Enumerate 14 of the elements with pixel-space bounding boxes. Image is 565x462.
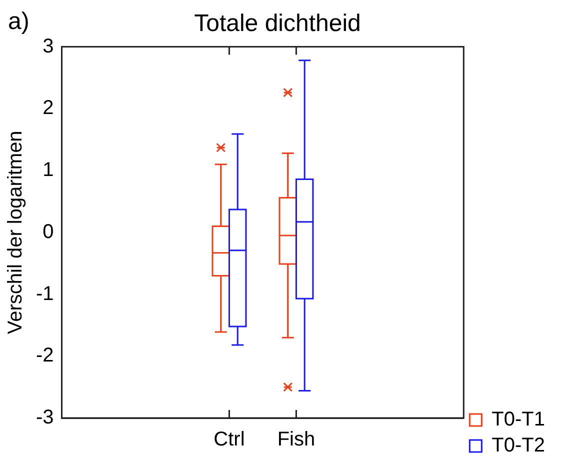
y-tick-label: -1 [36,282,54,305]
y-tick-label: 2 [42,97,54,120]
x-tick-label: Ctrl [214,428,245,451]
y-tick-label: 0 [42,220,54,243]
x-tick-label: Fish [277,428,316,451]
y-tick-label: -3 [36,406,54,429]
chart-title: Totale dichtheid [194,10,361,38]
legend-label: T0-T2 [492,434,546,457]
y-tick-label: -2 [36,344,54,367]
text: a) [8,8,30,36]
y-tick-label: 3 [42,35,54,58]
legend-label: T0-T1 [492,408,546,431]
y-tick-label: 1 [42,159,54,182]
y-axis-title: Verschil der logaritmen [4,130,27,334]
